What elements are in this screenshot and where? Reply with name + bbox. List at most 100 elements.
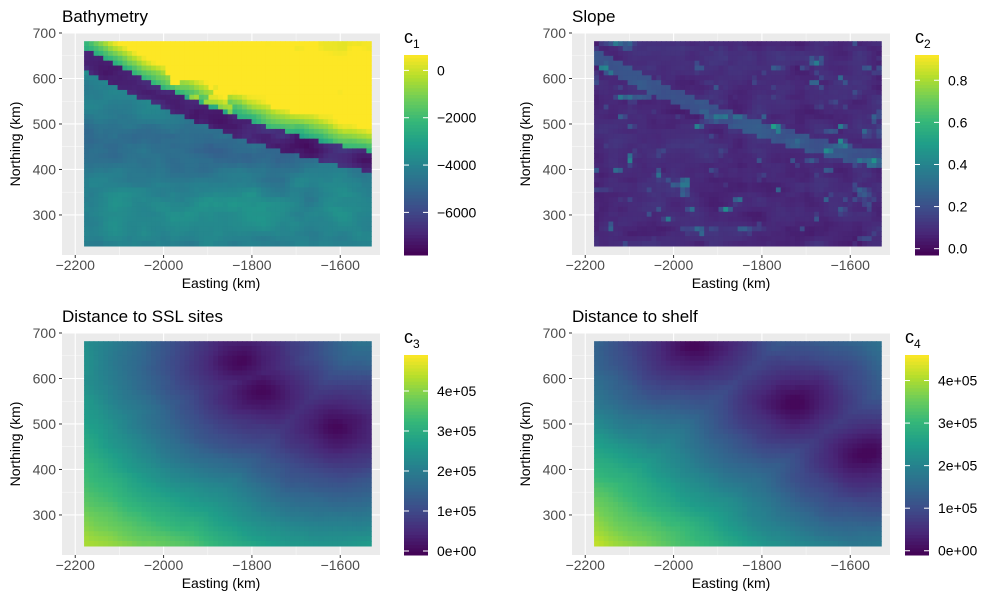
- heatmap-cell: [795, 85, 800, 90]
- heatmap-cell: [762, 129, 767, 134]
- heatmap-cell: [632, 183, 637, 188]
- heatmap-cell: [752, 202, 757, 207]
- heatmap-cell: [290, 41, 295, 46]
- heatmap-cell: [776, 56, 781, 61]
- heatmap-cell: [632, 197, 637, 202]
- heatmap-cell: [161, 217, 166, 222]
- heatmap-cell: [872, 66, 877, 71]
- heatmap-cell: [699, 173, 704, 178]
- heatmap-cell: [232, 129, 237, 134]
- heatmap-cell: [137, 80, 142, 85]
- heatmap-cell: [342, 100, 347, 105]
- heatmap-cell: [299, 178, 304, 183]
- heatmap-cell: [872, 119, 877, 124]
- heatmap-cell: [637, 80, 642, 85]
- heatmap-cell: [366, 56, 371, 61]
- heatmap-cell: [142, 80, 147, 85]
- heatmap-cell: [805, 129, 810, 134]
- heatmap-cell: [776, 109, 781, 114]
- heatmap-cell: [185, 144, 190, 149]
- heatmap-cell: [223, 173, 228, 178]
- heatmap-cell: [618, 217, 623, 222]
- heatmap-cell: [747, 61, 752, 66]
- heatmap-cell: [189, 85, 194, 90]
- heatmap-cell: [632, 187, 637, 192]
- heatmap-cell: [228, 226, 233, 231]
- heatmap-cell: [699, 168, 704, 173]
- heatmap-cell: [742, 109, 747, 114]
- heatmap-cell: [656, 124, 661, 129]
- heatmap-cell: [838, 114, 843, 119]
- heatmap-cell: [271, 222, 276, 227]
- heatmap-cell: [675, 187, 680, 192]
- heatmap-cell: [790, 212, 795, 217]
- heatmap-cell: [714, 217, 719, 222]
- heatmap-cell: [647, 197, 652, 202]
- colorbar-segment: [404, 82, 428, 86]
- heatmap-cell: [328, 168, 333, 173]
- heatmap-cell: [642, 124, 647, 129]
- heatmap-cell: [685, 61, 690, 66]
- heatmap-cell: [594, 212, 599, 217]
- heatmap-cell: [728, 100, 733, 105]
- heatmap-cell: [319, 178, 324, 183]
- heatmap-cell: [314, 163, 319, 168]
- heatmap-cell: [599, 139, 604, 144]
- heatmap-cell: [146, 105, 151, 110]
- heatmap-cell: [857, 212, 862, 217]
- heatmap-cell: [695, 192, 700, 197]
- heatmap-cell: [613, 66, 618, 71]
- heatmap-cell: [872, 163, 877, 168]
- heatmap-cell: [656, 51, 661, 56]
- heatmap-cell: [800, 129, 805, 134]
- heatmap-cell: [266, 61, 271, 66]
- heatmap-cell: [661, 109, 666, 114]
- heatmap-cell: [599, 231, 604, 236]
- heatmap-cell: [275, 212, 280, 217]
- heatmap-cell: [852, 46, 857, 51]
- heatmap-cell: [180, 105, 185, 110]
- heatmap-cell: [728, 119, 733, 124]
- heatmap-cell: [218, 202, 223, 207]
- heatmap-cell: [89, 226, 94, 231]
- heatmap-cell: [699, 66, 704, 71]
- heatmap-cell: [232, 124, 237, 129]
- heatmap-cell: [723, 90, 728, 95]
- heatmap-cell: [146, 231, 151, 236]
- heatmap-cell: [704, 144, 709, 149]
- heatmap-cell: [352, 119, 357, 124]
- heatmap-cell: [199, 41, 204, 46]
- heatmap-cell: [771, 197, 776, 202]
- heatmap-cell: [618, 134, 623, 139]
- heatmap-cell: [733, 212, 738, 217]
- heatmap-cell: [862, 158, 867, 163]
- heatmap-cell: [632, 75, 637, 80]
- heatmap-cell: [733, 66, 738, 71]
- heatmap-cell: [632, 100, 637, 105]
- heatmap-cell: [165, 192, 170, 197]
- heatmap-cell: [237, 95, 242, 100]
- heatmap-cell: [228, 197, 233, 202]
- heatmap-cell: [862, 66, 867, 71]
- heatmap-cell: [242, 134, 247, 139]
- heatmap-cell: [699, 217, 704, 222]
- heatmap-cell: [204, 202, 209, 207]
- heatmap-cell: [675, 90, 680, 95]
- heatmap-cell: [175, 222, 180, 227]
- heatmap-cell: [323, 144, 328, 149]
- heatmap-cell: [156, 217, 161, 222]
- heatmap-cell: [242, 46, 247, 51]
- heatmap-cell: [652, 153, 657, 158]
- heatmap-cell: [843, 75, 848, 80]
- heatmap-cell: [151, 139, 156, 144]
- heatmap-cell: [165, 114, 170, 119]
- heatmap-cell: [275, 109, 280, 114]
- heatmap-cell: [671, 51, 676, 56]
- heatmap-cell: [122, 100, 127, 105]
- heatmap-cell: [285, 226, 290, 231]
- heatmap-cell: [747, 85, 752, 90]
- heatmap-cell: [328, 197, 333, 202]
- heatmap-cell: [304, 46, 309, 51]
- heatmap-cell: [299, 51, 304, 56]
- heatmap-cell: [824, 119, 829, 124]
